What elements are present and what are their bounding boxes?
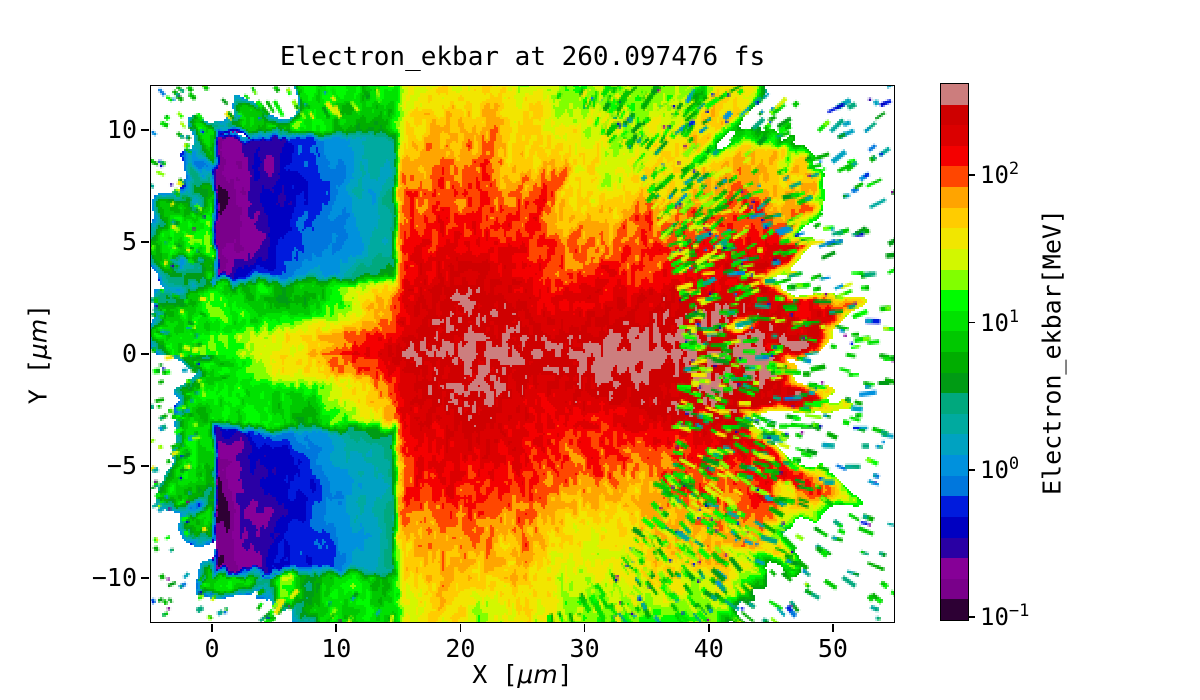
x-tick-label: 30	[569, 634, 600, 663]
colorbar-tick-mark	[969, 468, 975, 471]
y-tick-mark	[141, 353, 149, 355]
y-axis-label-post: ]	[23, 303, 53, 319]
y-tick-label: −10	[91, 563, 137, 593]
y-axis-label: Y [μm]	[24, 304, 53, 404]
colorbar-tick-exponent: 2	[1008, 159, 1020, 180]
x-tick-label: 10	[321, 634, 352, 663]
colorbar-tick-base: 10	[980, 161, 1009, 190]
heatmap-plot-canvas	[150, 85, 895, 623]
x-axis-unit: μm	[517, 660, 558, 689]
colorbar-tick-label: 10−1	[980, 601, 1030, 635]
x-tick-mark	[707, 624, 710, 632]
y-tick-mark	[141, 577, 149, 580]
colorbar-tick-base: 10	[980, 308, 1009, 337]
colorbar-tick-exponent: 0	[1008, 453, 1020, 474]
x-tick-mark	[335, 624, 338, 632]
x-axis-label-post: ]	[557, 660, 573, 689]
x-tick-mark	[211, 624, 213, 632]
colorbar-tick-exponent: −1	[1008, 601, 1030, 622]
y-tick-mark	[141, 465, 149, 467]
colorbar-tick-base: 10	[980, 603, 1009, 632]
colorbar-tick-label: 102	[980, 159, 1020, 193]
colorbar-tick-base: 10	[980, 455, 1009, 484]
y-tick-label: −5	[106, 451, 137, 481]
x-tick-mark	[832, 624, 834, 632]
y-tick-label: 0	[121, 339, 137, 368]
y-tick-mark	[141, 241, 149, 243]
colorbar-label: Electron_ekbar[MeV]	[1037, 209, 1067, 495]
x-tick-label: 40	[693, 634, 724, 663]
colorbar-tick-mark	[969, 174, 975, 177]
x-tick-mark	[583, 624, 586, 632]
x-tick-mark	[459, 624, 462, 632]
colorbar-canvas	[941, 84, 968, 620]
colorbar-tick-label: 100	[980, 453, 1020, 488]
x-axis-label-pre: X [	[472, 660, 518, 689]
y-axis-unit: μm	[23, 318, 53, 360]
colorbar-tick-exponent: 1	[1008, 306, 1020, 327]
y-tick-label: 5	[121, 226, 137, 256]
y-tick-mark	[141, 128, 149, 131]
colorbar-tick-mark	[969, 616, 975, 618]
x-axis-label: X [μm]	[472, 660, 572, 689]
colorbar-tick-mark	[969, 321, 975, 324]
x-tick-label: 50	[817, 634, 848, 663]
x-tick-label: 0	[204, 634, 220, 663]
plot-title: Electron_ekbar at 260.097476 fs	[279, 42, 766, 72]
y-axis-label-pre: Y [	[23, 359, 53, 405]
x-tick-label: 20	[445, 634, 476, 663]
colorbar-tick-label: 101	[980, 306, 1020, 341]
y-tick-label: 10	[106, 114, 137, 144]
